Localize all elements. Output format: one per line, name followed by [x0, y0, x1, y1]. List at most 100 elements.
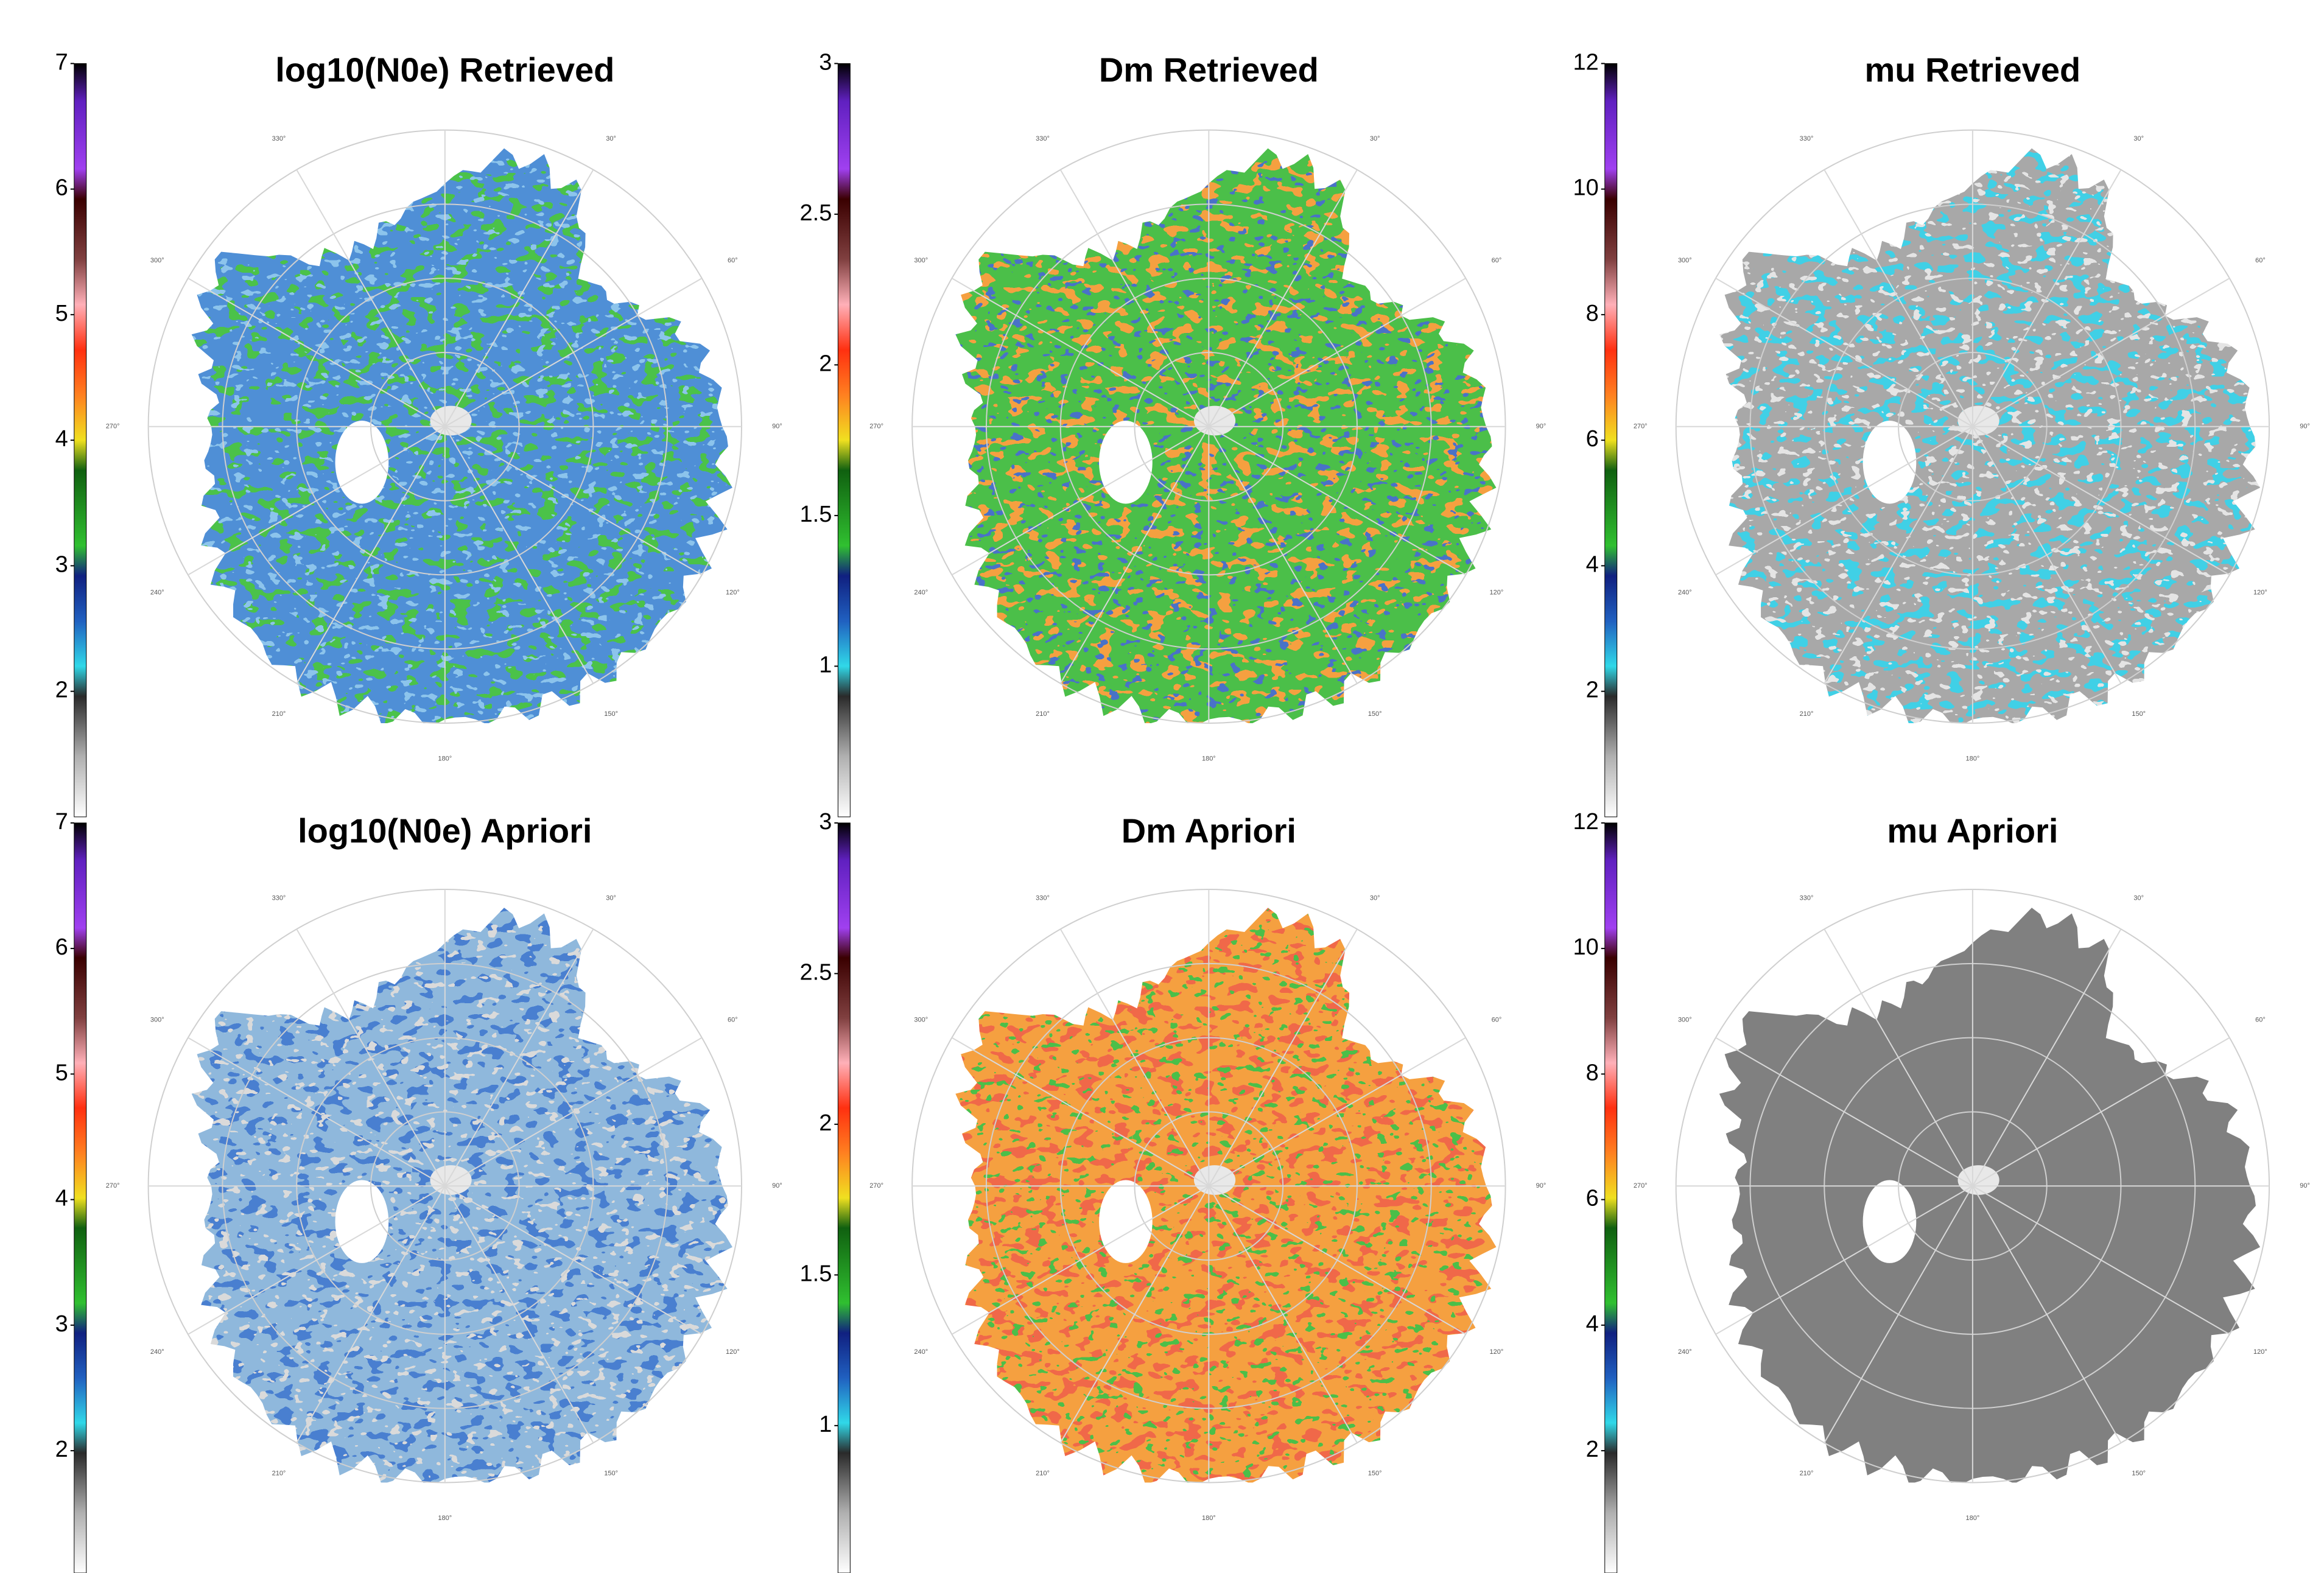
azimuth-label: 240°	[150, 589, 164, 597]
colorbar-tick-label: 6	[55, 934, 68, 960]
azimuth-label: 210°	[272, 1470, 286, 1477]
azimuth-label: 180°	[1965, 1515, 1979, 1522]
azimuth-label: 330°	[1800, 135, 1814, 142]
azimuth-label: 210°	[272, 710, 286, 718]
azimuth-label: 60°	[2255, 1016, 2266, 1023]
colorbar-tick-label: 2	[819, 351, 832, 376]
azimuth-label: 90°	[772, 423, 782, 430]
azimuth-label: 30°	[2133, 895, 2144, 902]
azimuth-label: 180°	[438, 1515, 452, 1522]
azimuth-label: 270°	[869, 423, 883, 430]
azimuth-label: 60°	[1492, 257, 1502, 264]
colorbar-tick-label: 2.5	[800, 200, 832, 226]
colorbar-tick-label: 5	[55, 1060, 68, 1085]
colorbar-tick-label: 6	[1586, 426, 1599, 452]
panel: 330° 30° 300° 60° 270° 90° 240° 120° 210° 150° 180…	[1573, 49, 2310, 818]
panel-title: mu Retrieved	[1864, 51, 2080, 89]
azimuth-label: 210°	[1800, 1470, 1814, 1477]
azimuth-line	[296, 426, 446, 684]
azimuth-line	[1208, 426, 1358, 684]
azimuth-label: 60°	[728, 257, 738, 264]
azimuth-label: 90°	[772, 1182, 782, 1189]
colorbar-tick-label: 4	[1586, 1311, 1599, 1337]
azimuth-label: 30°	[606, 895, 616, 902]
azimuth-label: 150°	[1368, 1470, 1382, 1477]
azimuth-label: 300°	[1678, 257, 1692, 264]
azimuth-label: 270°	[106, 1182, 120, 1189]
azimuth-line	[1972, 278, 2230, 427]
azimuth-line	[1715, 426, 1973, 576]
azimuth-line	[296, 1185, 446, 1443]
azimuth-label: 120°	[1490, 589, 1504, 597]
azimuth-label: 300°	[150, 1016, 164, 1023]
azimuth-line	[1715, 278, 1973, 427]
azimuth-line	[1824, 928, 1973, 1186]
colorbar-tick-label: 7	[55, 49, 68, 75]
colorbar	[837, 63, 851, 818]
azimuth-label: 150°	[2132, 710, 2146, 718]
azimuth-label: 240°	[1678, 1348, 1692, 1356]
colorbar-tick-label: 1.5	[800, 1261, 832, 1286]
azimuth-label: 300°	[914, 1016, 928, 1023]
colorbar-tick-label: 2	[55, 678, 68, 703]
colorbar-tick-label: 4	[1586, 552, 1599, 577]
azimuth-label: 150°	[604, 1470, 618, 1477]
azimuth-label: 270°	[1634, 1182, 1648, 1189]
azimuth-label: 60°	[1492, 1016, 1502, 1023]
colorbar-tick-label: 2	[819, 1110, 832, 1136]
panel: 330° 30° 300° 60° 270° 90° 240° 120° 210° 150° 180…	[800, 809, 1546, 1573]
colorbar	[74, 822, 87, 1573]
colorbar-tick-label: 1	[819, 652, 832, 678]
echo-gap	[1957, 1165, 1999, 1195]
colorbar	[837, 822, 851, 1573]
azimuth-line	[444, 426, 703, 576]
azimuth-label: 90°	[2300, 1182, 2310, 1189]
colorbar	[74, 63, 87, 818]
azimuth-label: 30°	[1370, 895, 1380, 902]
azimuth-label: 30°	[1370, 135, 1380, 142]
colorbar-tick-label: 10	[1573, 934, 1598, 960]
colorbar-tick-label: 8	[1586, 1060, 1599, 1085]
azimuth-line	[1208, 426, 1466, 576]
azimuth-label: 30°	[606, 135, 616, 142]
azimuth-line	[1208, 169, 1358, 427]
echo-gap	[430, 1165, 472, 1195]
azimuth-line	[188, 278, 446, 427]
azimuth-line	[1208, 928, 1358, 1186]
colorbar-tick-label: 1.5	[800, 502, 832, 527]
azimuth-line	[444, 169, 594, 427]
azimuth-label: 150°	[1368, 710, 1382, 718]
colorbar-tick-label: 4	[55, 1186, 68, 1211]
azimuth-label: 180°	[1202, 1515, 1216, 1522]
azimuth-line	[1208, 1037, 1466, 1187]
panel: 330° 30° 300° 60° 270° 90° 240° 120° 210° 150° 180…	[1573, 809, 2310, 1573]
azimuth-label: 60°	[728, 1016, 738, 1023]
panel: 330° 30° 300° 60° 270° 90° 240° 120° 210° 150° 180…	[800, 49, 1546, 818]
colorbar-tick-label: 7	[55, 809, 68, 835]
colorbar-tick-label: 1	[819, 1412, 832, 1437]
azimuth-label: 60°	[2255, 257, 2266, 264]
colorbar-tick-label: 4	[55, 426, 68, 452]
azimuth-label: 330°	[1036, 895, 1050, 902]
azimuth-label: 300°	[914, 257, 928, 264]
echo-gap	[1193, 405, 1236, 436]
azimuth-label: 90°	[1536, 423, 1546, 430]
azimuth-label: 240°	[150, 1348, 164, 1356]
panel-title: Dm Retrieved	[1099, 51, 1319, 89]
azimuth-line	[444, 278, 703, 427]
azimuth-label: 330°	[1800, 895, 1814, 902]
colorbar-tick-label: 3	[55, 1311, 68, 1337]
azimuth-line	[1972, 1185, 2122, 1443]
azimuth-label: 150°	[2132, 1470, 2146, 1477]
colorbar-tick-label: 6	[1586, 1186, 1599, 1211]
panel: 330° 30° 300° 60° 270° 90° 240° 120° 210° 150° 180…	[55, 809, 782, 1573]
azimuth-line	[1059, 1185, 1210, 1443]
colorbar-tick-label: 12	[1573, 49, 1598, 75]
azimuth-label: 300°	[1678, 1016, 1692, 1023]
panel-title: Dm Apriori	[1122, 811, 1296, 850]
azimuth-line	[951, 1185, 1209, 1335]
colorbar	[1604, 822, 1618, 1573]
azimuth-label: 330°	[272, 135, 286, 142]
azimuth-line	[1972, 426, 2122, 684]
